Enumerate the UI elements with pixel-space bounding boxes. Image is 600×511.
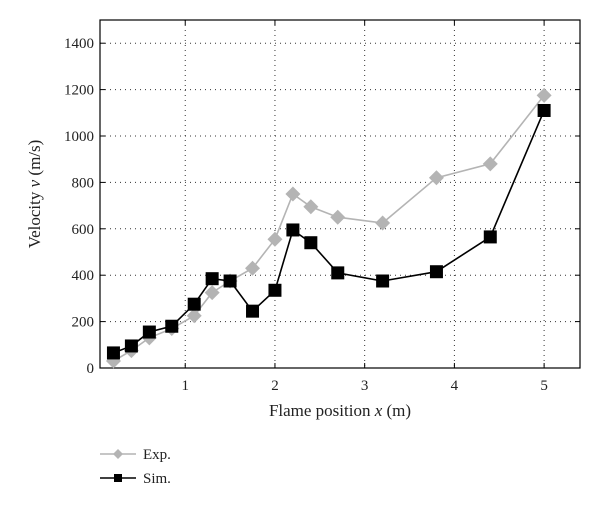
y-axis-title-prefix: Velocity — [25, 187, 44, 248]
plot-area-frame — [99, 19, 581, 369]
y-tick-label: 1200 — [64, 83, 94, 99]
x-tick-label: 3 — [361, 378, 369, 394]
data-point — [285, 186, 301, 202]
x-tick-label: 5 — [540, 378, 548, 394]
y-tick-label: 200 — [72, 315, 95, 331]
data-point — [482, 156, 498, 172]
y-axis-title: Velocity v (m/s) — [25, 140, 44, 249]
y-axis-title-variable: v — [25, 179, 44, 187]
data-point — [428, 170, 444, 186]
data-point — [304, 236, 318, 250]
data-point — [330, 209, 346, 225]
data-point — [223, 274, 237, 288]
data-point — [483, 230, 497, 244]
data-point — [429, 265, 443, 279]
data-point — [536, 87, 552, 103]
x-tick-label: 4 — [451, 378, 459, 394]
x-axis-title-prefix: Flame position — [269, 401, 375, 420]
x-tick-label: 1 — [181, 378, 189, 394]
y-axis-title-unit: (m/s) — [25, 140, 44, 180]
grid-lines — [100, 20, 580, 368]
data-point — [268, 283, 282, 297]
data-point — [331, 266, 345, 280]
x-axis-title: Flame position x (m) — [269, 401, 411, 420]
y-tick-label: 1400 — [64, 36, 94, 52]
legend-item-exp: Exp. — [100, 447, 171, 463]
series-group — [105, 87, 552, 369]
data-point — [267, 231, 283, 247]
data-point — [106, 346, 120, 360]
data-point — [205, 272, 219, 286]
data-point — [142, 325, 156, 339]
data-point — [375, 215, 391, 231]
data-point — [204, 285, 220, 301]
x-axis-title-unit: (m) — [382, 401, 411, 420]
legend-label-sim: Sim. — [143, 471, 171, 487]
data-point — [537, 103, 551, 117]
y-tick-label: 1000 — [64, 129, 94, 145]
series-line — [113, 110, 545, 354]
y-tick-label: 400 — [72, 268, 95, 284]
x-axis-title-variable: x — [374, 401, 383, 420]
data-point — [187, 297, 201, 311]
y-tick-label: 600 — [72, 222, 95, 238]
legend-item-sim: Sim. — [100, 471, 171, 487]
legend-label-exp: Exp. — [143, 447, 171, 463]
legend: Exp. Sim. — [100, 447, 171, 487]
data-point — [165, 319, 179, 333]
data-point — [376, 274, 390, 288]
legend-marker-exp — [113, 449, 123, 459]
data-point — [246, 304, 260, 318]
series-line — [113, 94, 545, 362]
data-point — [124, 339, 138, 353]
data-point — [186, 308, 202, 324]
data-point — [303, 199, 319, 215]
x-tick-label: 2 — [271, 378, 279, 394]
y-tick-label: 800 — [72, 175, 95, 191]
y-tick-label: 0 — [87, 361, 95, 377]
data-point — [286, 223, 300, 237]
data-point — [245, 260, 261, 276]
axis-ticks: 0 200 400 600 800 1000 1200 1400 1 2 3 4 5 — [64, 20, 580, 394]
legend-marker-sim — [114, 474, 122, 482]
series-sim — [106, 103, 551, 360]
